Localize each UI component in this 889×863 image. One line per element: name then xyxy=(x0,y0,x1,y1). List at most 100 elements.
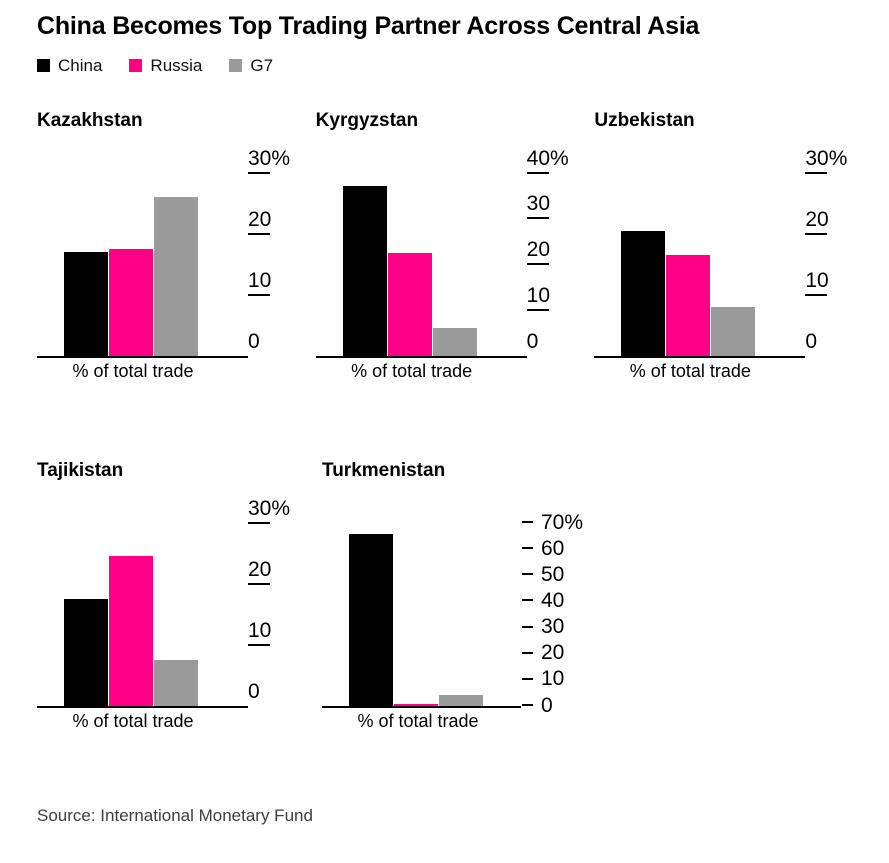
y-tick-label: 10 xyxy=(526,283,551,307)
bar-plot: 0 10 20 30 40% xyxy=(315,141,593,358)
y-tick-label: 70% xyxy=(541,510,584,534)
chart-title: China Becomes Top Trading Partner Across… xyxy=(37,12,700,40)
legend-label-china: China xyxy=(58,55,103,75)
y-tick-label: 20 xyxy=(805,207,829,231)
x-axis-line xyxy=(594,355,806,358)
bar-plot: 0 10 20 30% xyxy=(594,141,871,358)
bar-russia xyxy=(109,248,153,356)
y-tick-label: 50 xyxy=(541,562,565,586)
y-tick: 30 xyxy=(522,616,564,637)
y-tick-label: 30 xyxy=(541,615,565,639)
y-tick-label: 20 xyxy=(248,207,272,231)
x-axis-line xyxy=(37,705,248,708)
y-tick: 70% xyxy=(522,512,583,533)
y-tick-mark xyxy=(526,308,549,311)
y-tick-mark xyxy=(248,582,270,585)
x-axis-line xyxy=(322,705,521,708)
y-tick-mark xyxy=(522,599,533,602)
panel-turkmenistan: Turkmenistan 0 10 20 30 40 50 60 70% % of total… xyxy=(322,459,605,732)
panel-title: Tajikistan xyxy=(37,459,124,481)
y-tick-label: 20 xyxy=(526,238,551,261)
legend: China Russia G7 xyxy=(37,56,871,76)
bar-g7 xyxy=(154,659,198,706)
bar-plot: 0 10 20 30 40 50 60 70% xyxy=(322,491,605,716)
y-tick-mark xyxy=(522,677,533,680)
y-tick: 0 xyxy=(522,695,553,716)
y-tick-mark xyxy=(248,232,270,235)
bar-g7 xyxy=(439,695,483,706)
y-tick-mark xyxy=(522,625,533,628)
bar-g7 xyxy=(154,196,198,356)
bar-russia xyxy=(109,556,153,706)
bar-plot: 0 10 20 30% xyxy=(37,141,314,358)
y-tick-label: 10 xyxy=(248,618,272,642)
panel-kyrgyzstan: Kyrgyzstan 0 10 20 30 40% % of total trade xyxy=(315,109,593,382)
legend-item-g7: G7 xyxy=(229,56,273,76)
x-axis-label: % of total trade xyxy=(72,710,194,731)
y-tick-label: 40% xyxy=(526,146,569,170)
panel-title: Turkmenistan xyxy=(322,459,446,481)
legend-label-russia: Russia xyxy=(150,55,203,75)
y-tick: 50 xyxy=(522,564,564,585)
y-tick: 40 xyxy=(522,590,564,611)
y-tick-label: 10 xyxy=(248,268,272,292)
panel-title: Kyrgyzstan xyxy=(315,109,419,131)
y-tick-mark xyxy=(248,643,270,646)
bar-russia xyxy=(387,252,432,356)
x-axis-label: % of total trade xyxy=(357,710,479,731)
y-tick: 20 xyxy=(522,642,564,663)
y-tick-mark xyxy=(522,704,533,706)
y-tick-label: 10 xyxy=(541,667,565,691)
y-tick-mark xyxy=(248,171,270,174)
y-tick-label: 40 xyxy=(541,588,565,612)
bar-g7 xyxy=(711,306,756,356)
y-tick-label: 0 xyxy=(248,679,260,703)
bar-g7 xyxy=(432,328,477,356)
china-swatch-icon xyxy=(37,59,50,72)
y-tick-label: 20 xyxy=(248,557,272,581)
y-tick-label: 60 xyxy=(541,536,565,560)
charts-row-1: Kazakhstan 0 10 20 30% % of total trade Kyr… xyxy=(37,109,871,382)
panel-title: Uzbekistan xyxy=(594,109,695,131)
bar-china xyxy=(621,230,666,356)
bar-china xyxy=(342,186,387,356)
y-tick-mark xyxy=(248,293,270,296)
panel-title: Kazakhstan xyxy=(37,109,143,131)
y-tick-mark xyxy=(526,171,549,174)
panel-uzbekistan: Uzbekistan 0 10 20 30% % of total trade xyxy=(594,109,871,382)
y-tick-label: 30% xyxy=(248,146,291,170)
panel-kazakhstan: Kazakhstan 0 10 20 30% % of total trade xyxy=(37,109,314,382)
y-tick-label: 0 xyxy=(541,693,553,717)
y-tick-mark xyxy=(526,217,549,220)
y-tick-mark xyxy=(522,573,533,576)
legend-label-g7: G7 xyxy=(250,55,274,75)
y-tick-label: 30% xyxy=(805,146,848,170)
y-tick-label: 30% xyxy=(248,496,291,520)
y-tick-mark xyxy=(522,651,533,654)
panel-tajikistan: Tajikistan 0 10 20 30% % of total trade xyxy=(37,459,320,732)
y-tick-label: 0 xyxy=(805,329,818,353)
y-tick-label: 10 xyxy=(805,268,829,292)
legend-item-china: China xyxy=(37,56,102,76)
charts-row-2: Tajikistan 0 10 20 30% % of total trade Tur… xyxy=(37,459,871,732)
y-tick-label: 20 xyxy=(541,641,565,665)
y-tick: 10 xyxy=(522,668,564,689)
x-axis-label: % of total trade xyxy=(629,360,751,381)
bar-china xyxy=(64,251,108,356)
bar-russia xyxy=(666,254,711,356)
y-tick-label: 0 xyxy=(248,329,260,353)
y-tick: 60 xyxy=(522,538,564,559)
source-credit: Source: International Monetary Fund xyxy=(37,805,313,825)
bar-plot: 0 10 20 30% xyxy=(37,491,320,708)
y-tick-mark xyxy=(248,521,270,524)
x-axis-line xyxy=(37,355,248,358)
y-tick-label: 30 xyxy=(526,192,551,216)
russia-swatch-icon xyxy=(129,59,143,72)
y-tick-mark xyxy=(522,547,533,550)
y-tick-label: 0 xyxy=(526,329,539,353)
bar-china xyxy=(349,534,393,706)
y-tick-mark xyxy=(526,263,549,265)
bar-china xyxy=(64,598,108,706)
x-axis-label: % of total trade xyxy=(351,360,473,381)
